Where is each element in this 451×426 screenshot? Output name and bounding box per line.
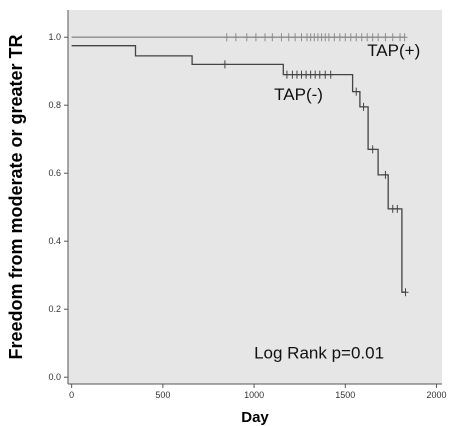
series-layer [71, 33, 409, 297]
x-tick-label: 2000 [427, 390, 447, 400]
censor-mark-tap [325, 33, 332, 42]
censor-mark-tap [336, 33, 343, 42]
censor-mark-tap [401, 33, 408, 42]
y-tick-label: 1.0 [48, 32, 61, 42]
axes: 0 500 1000 1500 2000 0.0 0.2 0.4 0.6 0.8 1.0 [48, 10, 447, 400]
censor-mark-tap [402, 288, 409, 297]
annotation-layer: TAP(+) TAP(-) Log Rank p=0.01 [254, 41, 420, 363]
censor-mark-tap [243, 33, 250, 42]
y-tick-label: 0.6 [48, 168, 61, 178]
y-tick-label: 0.4 [48, 236, 61, 246]
x-tick-label: 1000 [244, 390, 264, 400]
censor-mark-tap [382, 170, 389, 179]
x-tick-label: 500 [155, 390, 170, 400]
censor-mark-tap [347, 33, 354, 42]
censor-mark-tap [322, 70, 329, 79]
censor-mark-tap [389, 33, 396, 42]
censor-mark-tap [278, 33, 285, 42]
censor-mark-tap [298, 33, 305, 42]
censor-mark-tap [232, 33, 239, 42]
censor-mark-tap [394, 204, 401, 213]
x-axis-title: Day [241, 409, 269, 426]
plot-background [68, 10, 442, 384]
censor-mark-tap [375, 33, 382, 42]
censor-mark-tap [369, 145, 376, 154]
censor-mark-tap [283, 70, 290, 79]
censor-mark-tap [316, 70, 323, 79]
censor-mark-tap [331, 33, 338, 42]
y-tick-label: 0.8 [48, 100, 61, 110]
censor-mark-tap [292, 33, 299, 42]
y-axis-title: Freedom from moderate or greater TR [6, 34, 26, 359]
censor-mark-tap [285, 33, 292, 42]
x-tick-label: 0 [69, 390, 74, 400]
censor-mark-tap [353, 87, 360, 96]
censor-mark-tap [269, 33, 276, 42]
censor-mark-tap [342, 33, 349, 42]
y-tick-label: 0.0 [48, 372, 61, 382]
series-line-tap [71, 45, 406, 293]
censor-mark-tap [252, 33, 259, 42]
censor-mark-tap [360, 102, 367, 111]
censor-mark-tap [369, 33, 376, 42]
censor-mark-tap [221, 60, 228, 69]
censor-mark-tap [223, 33, 230, 42]
censor-mark-tap [382, 33, 389, 42]
series-label-annotation: TAP(+) [367, 41, 420, 60]
y-tick-label: 0.2 [48, 304, 61, 314]
log-rank-annotation: Log Rank p=0.01 [254, 344, 384, 363]
censor-mark-tap [353, 33, 360, 42]
x-tick-label: 1500 [335, 390, 355, 400]
censor-mark-tap [327, 70, 334, 79]
censor-mark-tap [262, 33, 269, 42]
series-label-annotation: TAP(-) [274, 85, 323, 104]
censor-mark-tap [364, 33, 371, 42]
censor-mark-tap [358, 33, 365, 42]
